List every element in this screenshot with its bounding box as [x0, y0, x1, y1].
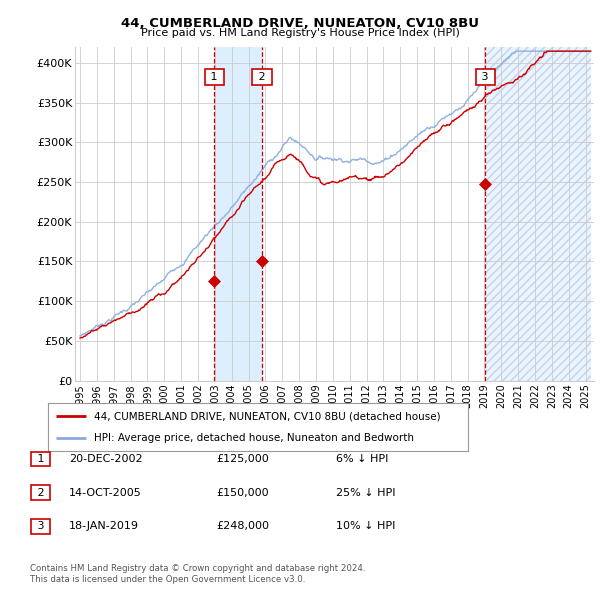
Text: 3: 3: [478, 72, 493, 82]
Text: 44, CUMBERLAND DRIVE, NUNEATON, CV10 8BU (detached house): 44, CUMBERLAND DRIVE, NUNEATON, CV10 8BU…: [94, 411, 441, 421]
Text: HPI: Average price, detached house, Nuneaton and Bedworth: HPI: Average price, detached house, Nune…: [94, 433, 414, 443]
Text: 10% ↓ HPI: 10% ↓ HPI: [336, 522, 395, 531]
Text: 18-JAN-2019: 18-JAN-2019: [69, 522, 139, 531]
Text: 3: 3: [34, 522, 48, 531]
Text: 14-OCT-2005: 14-OCT-2005: [69, 488, 142, 497]
Text: Contains HM Land Registry data © Crown copyright and database right 2024.: Contains HM Land Registry data © Crown c…: [30, 565, 365, 573]
Text: 2: 2: [255, 72, 269, 82]
Text: 1: 1: [208, 72, 221, 82]
Text: 2: 2: [34, 488, 48, 497]
Text: 25% ↓ HPI: 25% ↓ HPI: [336, 488, 395, 497]
Text: 1: 1: [34, 454, 48, 464]
Text: Price paid vs. HM Land Registry's House Price Index (HPI): Price paid vs. HM Land Registry's House …: [140, 28, 460, 38]
Text: £150,000: £150,000: [216, 488, 269, 497]
Text: 6% ↓ HPI: 6% ↓ HPI: [336, 454, 388, 464]
Text: 20-DEC-2002: 20-DEC-2002: [69, 454, 143, 464]
Text: £248,000: £248,000: [216, 522, 269, 531]
Text: This data is licensed under the Open Government Licence v3.0.: This data is licensed under the Open Gov…: [30, 575, 305, 584]
Text: £125,000: £125,000: [216, 454, 269, 464]
Text: 44, CUMBERLAND DRIVE, NUNEATON, CV10 8BU: 44, CUMBERLAND DRIVE, NUNEATON, CV10 8BU: [121, 17, 479, 30]
